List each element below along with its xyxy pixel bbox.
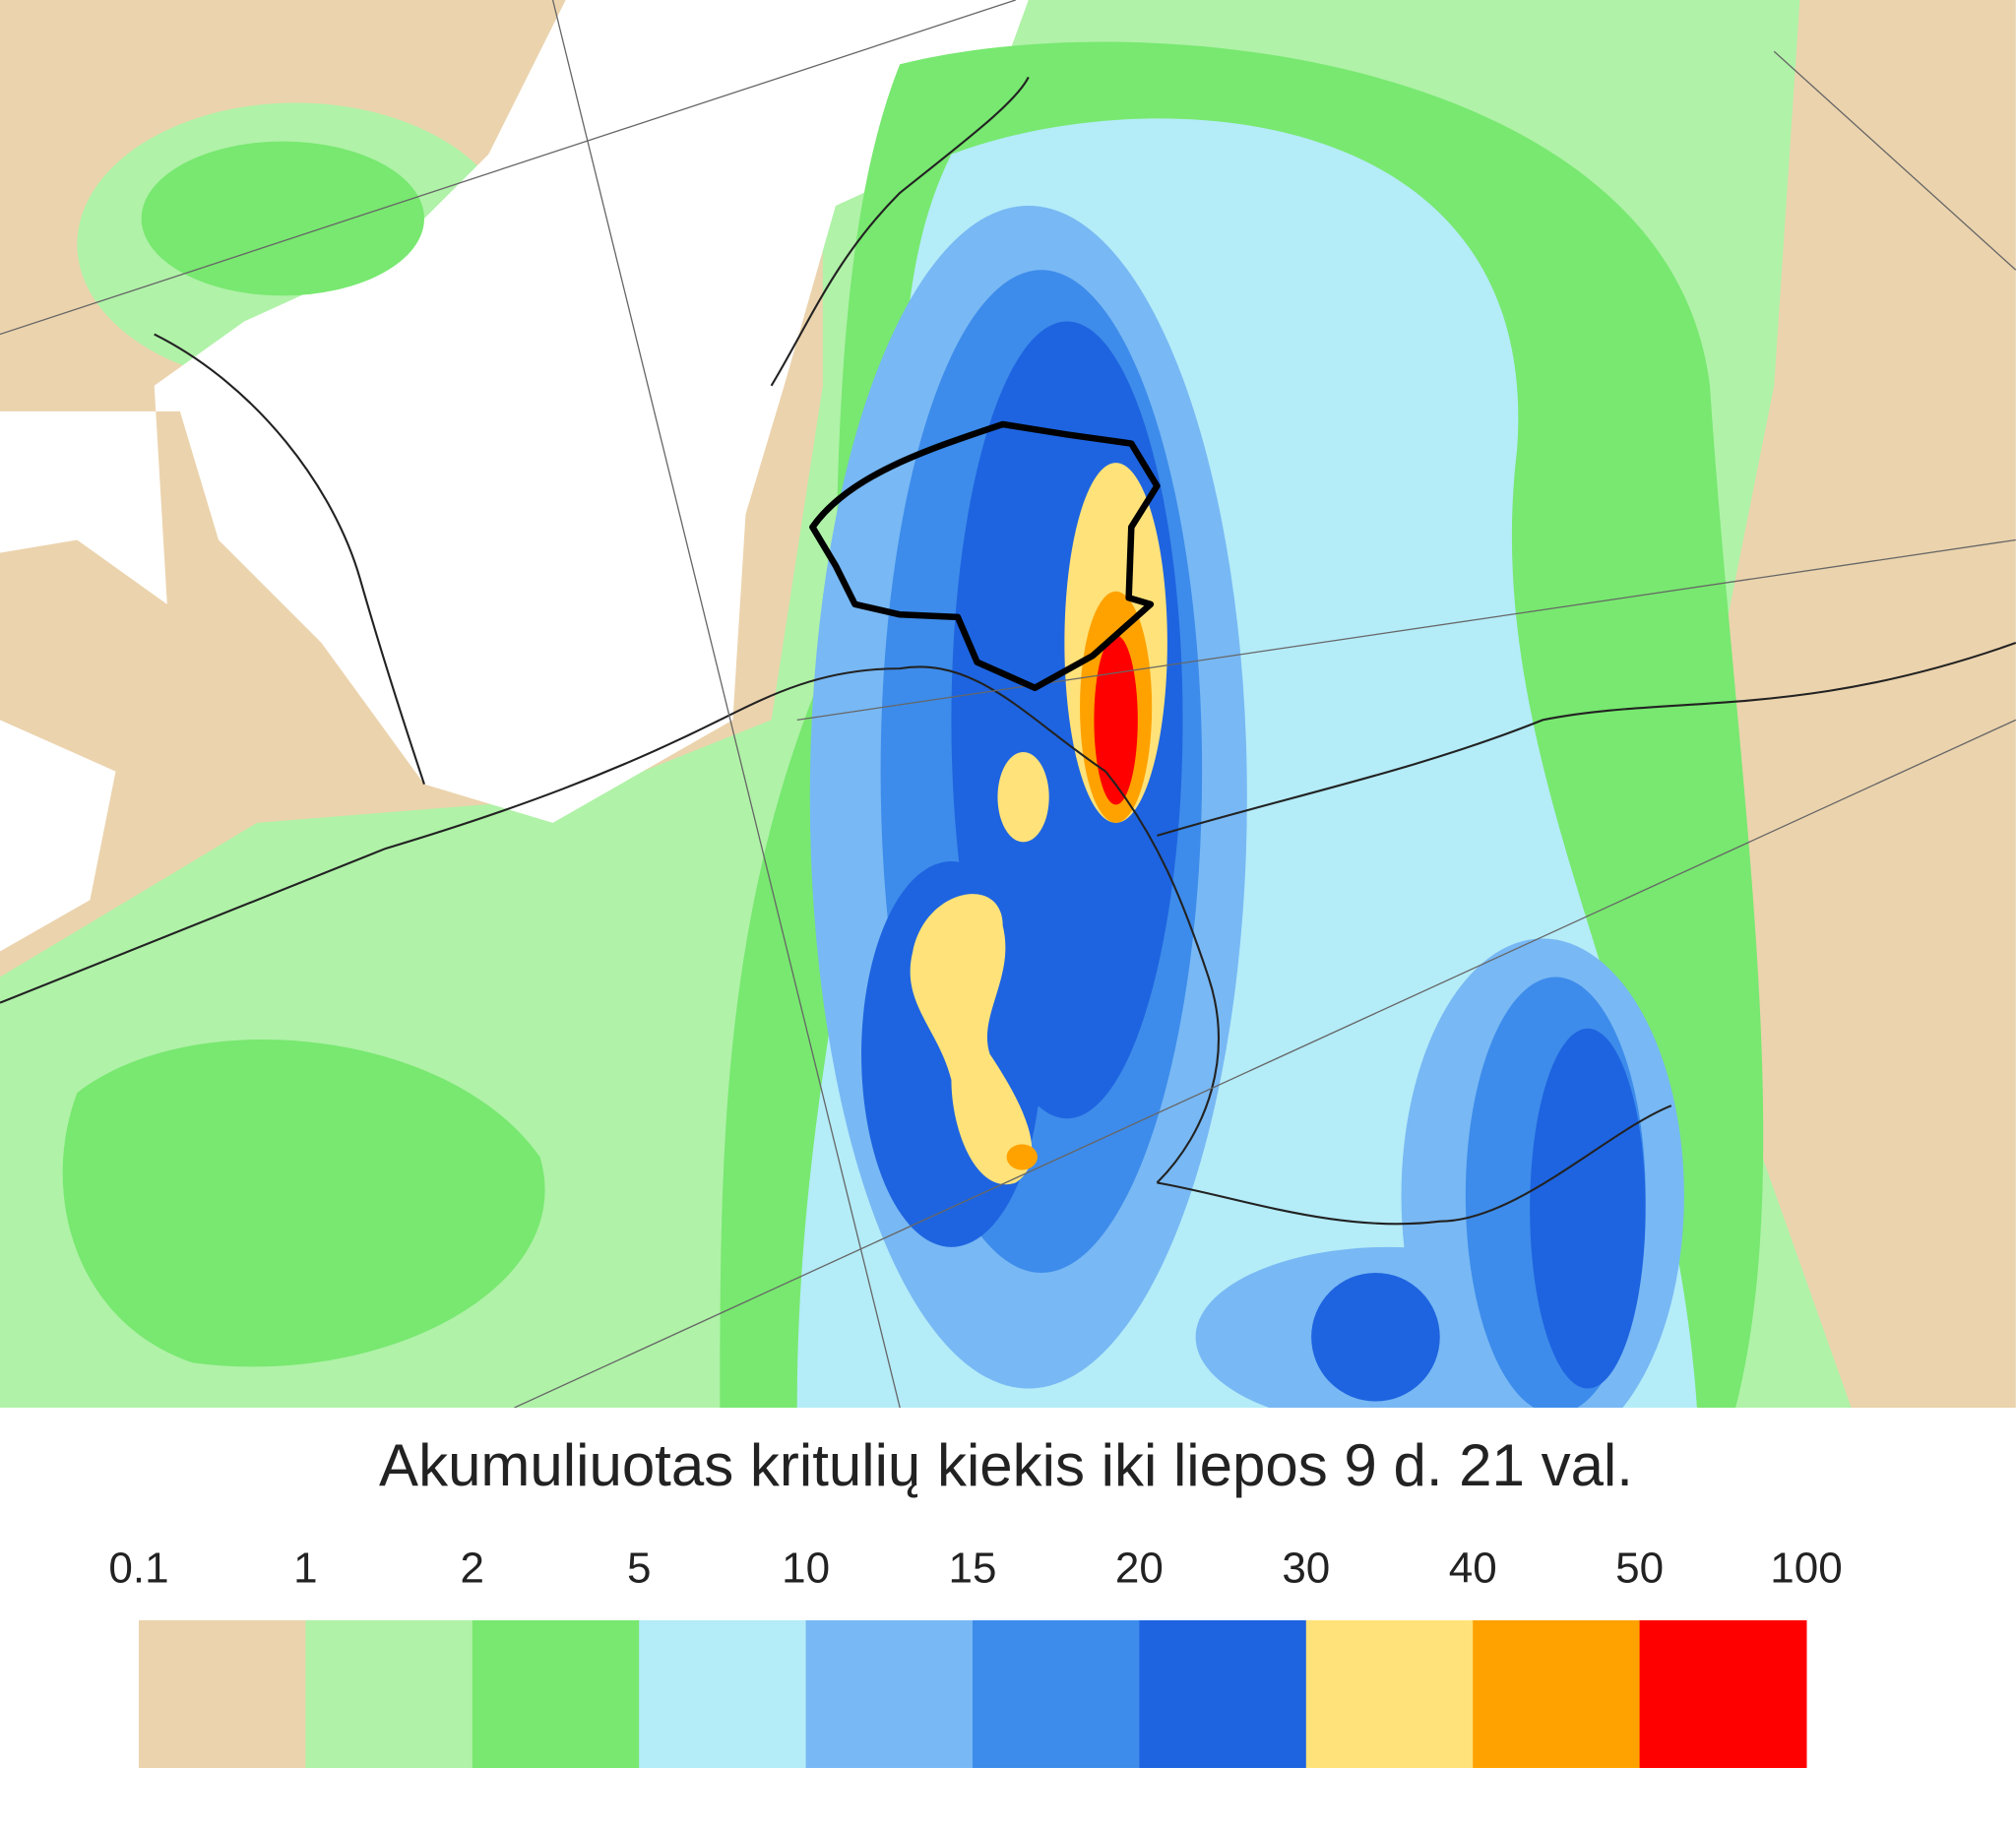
legend-level-label: 1 [293,1545,317,1593]
legend-swatch [1473,1620,1641,1768]
legend-level-label: 40 [1449,1545,1497,1593]
legend-swatch [973,1620,1140,1768]
legend-level-label: 0.1 [108,1545,168,1593]
legend-level-label: 15 [949,1545,997,1593]
precipitation-map [0,0,2016,1408]
legend-level-label: 50 [1615,1545,1664,1593]
legend-level-label: 10 [782,1545,830,1593]
legend: 0.1 1 2 5 10 15 20 30 40 50 100 [108,1545,1843,1768]
map-title: Akumuliuotas kritulių kiekis iki liepos … [379,1432,1633,1498]
legend-level-label: 2 [461,1545,484,1593]
legend-swatch [472,1620,640,1768]
legend-level-label: 20 [1115,1545,1164,1593]
legend-swatch [139,1620,306,1768]
legend-swatch [1305,1620,1474,1768]
legend-swatch [305,1620,473,1768]
legend-swatch [1139,1620,1307,1768]
legend-level-label: 100 [1770,1545,1842,1593]
legend-swatch [1639,1620,1807,1768]
legend-swatch [639,1620,807,1768]
legend-level-label: 30 [1282,1545,1330,1593]
legend-level-label: 5 [627,1545,651,1593]
legend-swatch [805,1620,974,1768]
